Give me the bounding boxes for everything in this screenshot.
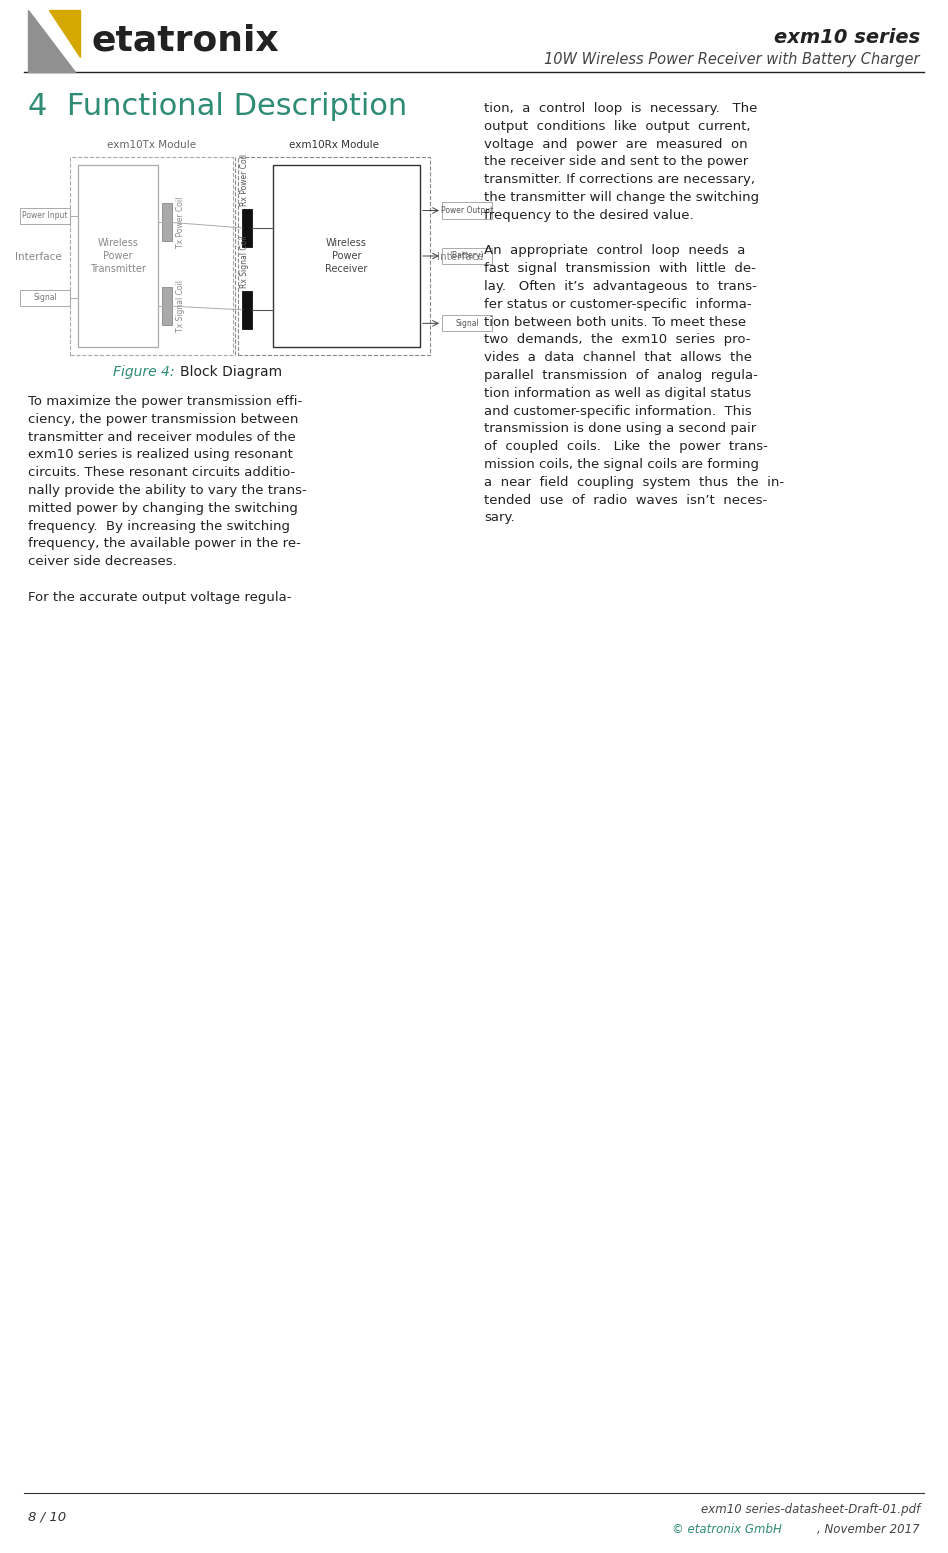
Text: tion between both units. To meet these: tion between both units. To meet these	[484, 315, 746, 329]
Text: fer status or customer-specific  informa-: fer status or customer-specific informa-	[484, 298, 752, 311]
Text: tion,  a  control  loop  is  necessary.   The: tion, a control loop is necessary. The	[484, 102, 757, 115]
Text: ciency, the power transmission between: ciency, the power transmission between	[28, 413, 299, 426]
Bar	[70, 157, 233, 356]
Bar	[242, 210, 252, 247]
Bar	[442, 202, 492, 219]
Text: tended  use  of  radio  waves  isn’t  neces-: tended use of radio waves isn’t neces-	[484, 494, 767, 506]
Text: fast  signal  transmission  with  little  de-: fast signal transmission with little de-	[484, 262, 756, 275]
Polygon shape	[48, 9, 80, 56]
Text: parallel  transmission  of  analog  regula-: parallel transmission of analog regula-	[484, 370, 757, 382]
Text: Wireless
Power
Transmitter: Wireless Power Transmitter	[90, 238, 146, 275]
Text: Tx Power Coil: Tx Power Coil	[176, 197, 185, 248]
Text: 4  Functional Description: 4 Functional Description	[28, 92, 408, 121]
Text: transmitter. If corrections are necessary,: transmitter. If corrections are necessar…	[484, 174, 755, 186]
Bar	[20, 290, 70, 306]
Text: To maximize the power transmission effi-: To maximize the power transmission effi-	[28, 394, 302, 408]
Bar	[162, 203, 172, 241]
Text: mitted power by changing the switching: mitted power by changing the switching	[28, 502, 298, 514]
Text: exm10 series is realized using resonant: exm10 series is realized using resonant	[28, 449, 293, 461]
Text: (Battery): (Battery)	[449, 252, 484, 261]
Text: etatronix: etatronix	[92, 23, 280, 57]
Text: tion information as well as digital status: tion information as well as digital stat…	[484, 387, 751, 399]
Text: exm10 series: exm10 series	[774, 28, 920, 47]
Text: Signal: Signal	[455, 318, 479, 328]
Text: Tx Signal Coil: Tx Signal Coil	[176, 280, 185, 332]
Text: frequency, the available power in the re-: frequency, the available power in the re…	[28, 537, 301, 550]
Text: Interface: Interface	[437, 253, 483, 262]
Text: and customer-specific information.  This: and customer-specific information. This	[484, 405, 752, 418]
Text: vides  a  data  channel  that  allows  the: vides a data channel that allows the	[484, 351, 752, 365]
Text: For the accurate output voltage regula-: For the accurate output voltage regula-	[28, 590, 291, 604]
Bar	[238, 157, 430, 356]
Bar	[20, 208, 70, 224]
Text: mission coils, the signal coils are forming: mission coils, the signal coils are form…	[484, 458, 759, 471]
Text: Rx Signal Coil: Rx Signal Coil	[241, 235, 249, 287]
Bar	[442, 315, 492, 331]
Text: 8 / 10: 8 / 10	[28, 1511, 66, 1523]
Text: ceiver side decreases.: ceiver side decreases.	[28, 556, 176, 568]
Bar	[442, 248, 492, 264]
Text: frequency to the desired value.: frequency to the desired value.	[484, 208, 694, 222]
Bar	[273, 165, 420, 346]
Text: © etatronix GmbH: © etatronix GmbH	[672, 1523, 782, 1536]
Text: two  demands,  the  exm10  series  pro-: two demands, the exm10 series pro-	[484, 334, 751, 346]
Text: output  conditions  like  output  current,: output conditions like output current,	[484, 120, 751, 134]
Text: transmission is done using a second pair: transmission is done using a second pair	[484, 422, 757, 435]
Text: the receiver side and sent to the power: the receiver side and sent to the power	[484, 155, 748, 168]
Text: 10W Wireless Power Receiver with Battery Charger: 10W Wireless Power Receiver with Battery…	[544, 51, 920, 67]
Text: nally provide the ability to vary the trans-: nally provide the ability to vary the tr…	[28, 485, 307, 497]
Text: sary.: sary.	[484, 511, 515, 525]
Text: exm10Tx Module: exm10Tx Module	[107, 140, 196, 151]
Text: Wireless
Power
Receiver: Wireless Power Receiver	[325, 238, 368, 275]
Text: Figure 4:: Figure 4:	[113, 365, 174, 379]
Polygon shape	[28, 9, 75, 71]
Text: exm10Rx Module: exm10Rx Module	[289, 140, 379, 151]
Text: Power Input: Power Input	[22, 211, 67, 221]
Bar	[242, 290, 252, 329]
Text: An  appropriate  control  loop  needs  a: An appropriate control loop needs a	[484, 244, 745, 258]
Text: the transmitter will change the switching: the transmitter will change the switchin…	[484, 191, 759, 203]
Text: lay.   Often  it’s  advantageous  to  trans-: lay. Often it’s advantageous to trans-	[484, 280, 757, 294]
Text: transmitter and receiver modules of the: transmitter and receiver modules of the	[28, 430, 296, 444]
Text: Block Diagram: Block Diagram	[180, 365, 283, 379]
Bar	[162, 287, 172, 325]
Bar	[78, 165, 158, 346]
Text: exm10 series-datasheet-Draft-01.pdf: exm10 series-datasheet-Draft-01.pdf	[701, 1503, 920, 1516]
Text: frequency.  By increasing the switching: frequency. By increasing the switching	[28, 520, 290, 533]
Text: circuits. These resonant circuits additio-: circuits. These resonant circuits additi…	[28, 466, 295, 480]
Text: Power Output: Power Output	[441, 207, 493, 214]
Text: Rx Power Coil: Rx Power Coil	[241, 154, 249, 207]
Text: voltage  and  power  are  measured  on: voltage and power are measured on	[484, 138, 748, 151]
Text: of  coupled  coils.   Like  the  power  trans-: of coupled coils. Like the power trans-	[484, 439, 768, 453]
Text: , November 2017: , November 2017	[817, 1523, 920, 1536]
Text: Signal: Signal	[33, 294, 57, 303]
Text: a  near  field  coupling  system  thus  the  in-: a near field coupling system thus the in…	[484, 475, 784, 489]
Text: Interface: Interface	[14, 253, 62, 262]
